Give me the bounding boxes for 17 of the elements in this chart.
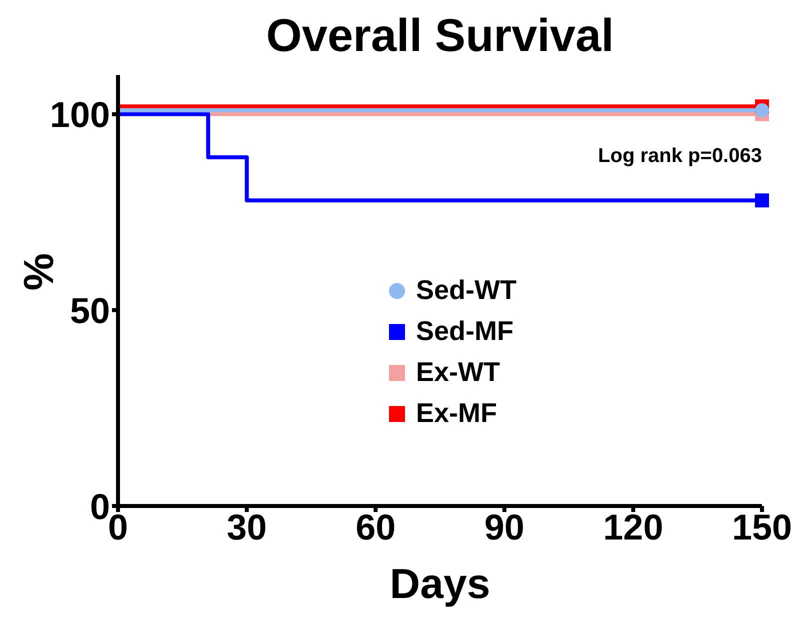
legend-label: Sed-MF xyxy=(416,316,514,347)
legend-label: Ex-WT xyxy=(416,357,500,388)
y-tick-label: 50 xyxy=(70,290,110,331)
legend-label: Sed-WT xyxy=(416,275,516,306)
x-tick-label: 150 xyxy=(732,506,792,548)
x-tick-label: 90 xyxy=(484,506,524,548)
chart-title: Overall Survival xyxy=(265,8,615,62)
x-axis-title: Days xyxy=(390,560,490,607)
x-tick-label: 30 xyxy=(226,506,267,548)
annotation: Log rank p=0.063 xyxy=(598,145,762,168)
point xyxy=(755,103,769,118)
y-tick-label: 100 xyxy=(50,94,110,135)
point xyxy=(755,193,769,208)
x-tick-label: 120 xyxy=(603,506,664,548)
legend-label: Ex-MF xyxy=(416,398,497,429)
y-axis-title: % xyxy=(14,253,62,290)
x-tick-label: 60 xyxy=(356,506,396,548)
